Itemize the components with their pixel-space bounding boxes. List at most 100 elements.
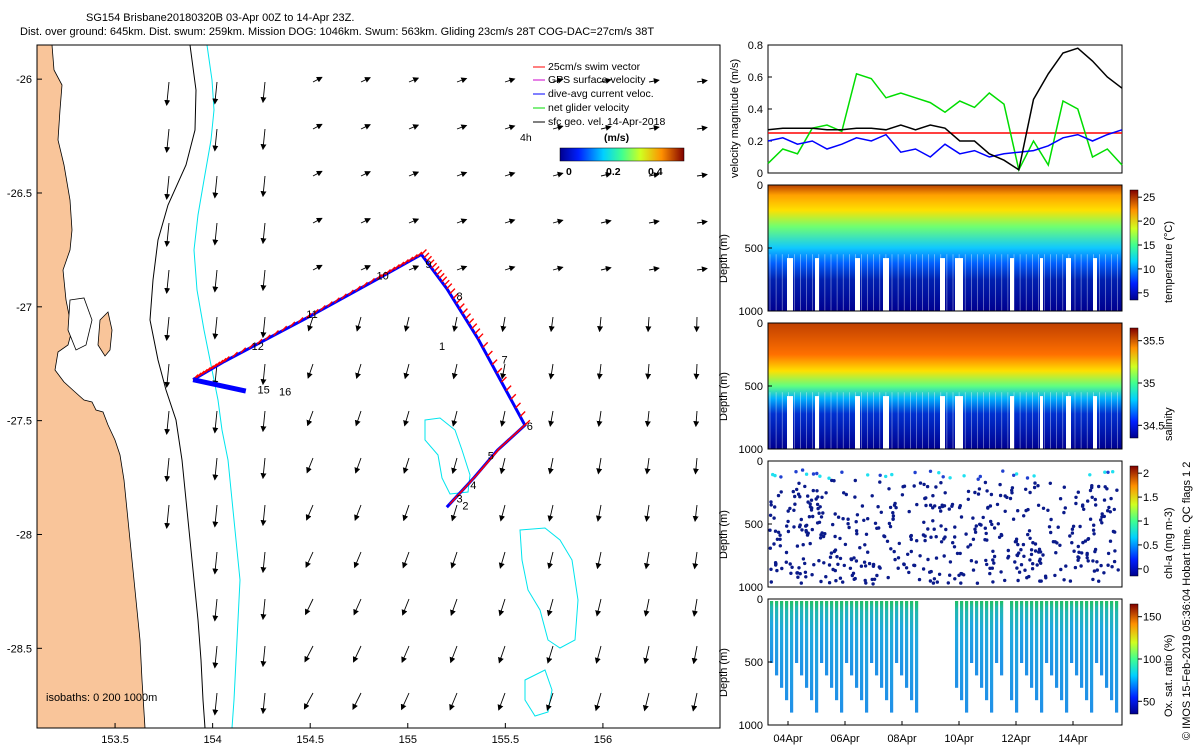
chla-point xyxy=(969,559,974,563)
swim-vector xyxy=(477,333,484,340)
chla-point xyxy=(1036,484,1040,488)
data-gap xyxy=(787,396,793,449)
chla-point xyxy=(1095,560,1099,564)
geo-velocity-arrow xyxy=(260,81,267,104)
velocity-panel: 0 0.2 0.4 0.6 0.8 velocity magnitude (m/s) xyxy=(729,40,1123,180)
geo-velocity-arrow xyxy=(353,551,362,569)
oxygen-profile xyxy=(885,601,889,701)
swim-vector xyxy=(217,359,224,366)
geo-velocity-arrow xyxy=(260,222,267,245)
geo-velocity-arrow xyxy=(696,219,708,226)
chla-point xyxy=(786,529,791,534)
chla-point xyxy=(988,571,992,576)
chla-point xyxy=(1078,524,1082,529)
chla-point xyxy=(870,494,874,498)
chla-point xyxy=(803,570,808,574)
swim-vector xyxy=(289,321,296,328)
geo-velocity-arrow xyxy=(303,692,314,710)
chla-point xyxy=(1068,579,1073,583)
chla-point xyxy=(838,576,843,580)
depth-tick-label: 500 xyxy=(745,657,763,669)
geo-velocity-arrow xyxy=(643,598,650,617)
chla-point xyxy=(776,493,781,498)
chla-point xyxy=(784,550,789,555)
day-label: 5 xyxy=(488,450,494,462)
chla-point xyxy=(1048,481,1053,485)
geo-velocity-arrow xyxy=(552,77,564,84)
chla-point xyxy=(1102,571,1106,575)
swim-vector xyxy=(305,312,312,319)
oxygen-profile xyxy=(795,601,799,663)
geo-velocity-arrow xyxy=(692,551,699,570)
geo-velocity-arrow xyxy=(312,217,323,224)
chla-point xyxy=(989,492,994,497)
chla-point xyxy=(1102,498,1107,502)
oxygen-profile xyxy=(980,601,984,688)
geo-velocity-arrow xyxy=(164,504,171,530)
chla-point xyxy=(1115,488,1119,492)
swim-vector xyxy=(500,376,507,383)
chla-point xyxy=(995,502,1000,507)
oxygen-profile xyxy=(900,601,904,676)
colorbar-tick-label: 50 xyxy=(1143,696,1155,708)
chla-point xyxy=(1070,541,1074,545)
chla-point xyxy=(867,561,872,566)
chla-point xyxy=(788,506,792,511)
geo-velocity-arrow xyxy=(360,124,371,130)
chla-point xyxy=(811,488,815,493)
chla-point xyxy=(942,554,946,558)
swim-vector xyxy=(461,308,468,315)
chla-point xyxy=(934,485,938,489)
oxygen-profile xyxy=(1035,601,1039,701)
chla-point xyxy=(928,469,933,473)
geo-velocity-arrow xyxy=(305,598,314,616)
time-tick-label: 14Apr xyxy=(1058,733,1088,745)
geo-velocity-arrow xyxy=(212,410,219,434)
depth-ylabel: Depth (m) xyxy=(718,648,730,697)
chla-point xyxy=(1100,521,1104,525)
chla-point xyxy=(946,581,950,585)
oxygen-profile xyxy=(1050,601,1054,676)
chla-point xyxy=(866,550,870,554)
chla-point xyxy=(921,533,926,537)
chla-point xyxy=(968,543,973,547)
chla-point xyxy=(1099,518,1103,522)
chla-point xyxy=(1029,552,1034,557)
chla-point xyxy=(909,537,913,542)
chla-point xyxy=(932,577,937,581)
swim-vector xyxy=(446,283,453,290)
chla-point xyxy=(940,504,945,509)
chla-point xyxy=(926,557,930,562)
swim-vector xyxy=(273,330,280,336)
depth-tick-label: 0 xyxy=(757,318,763,330)
chla-point xyxy=(1092,532,1096,536)
chla-point xyxy=(818,536,823,540)
chla-point xyxy=(784,560,788,564)
geo-velocity-arrow xyxy=(547,504,554,522)
chla-point xyxy=(842,563,846,568)
chla-point xyxy=(953,525,957,529)
chla-point xyxy=(833,568,837,573)
velocity-series-line xyxy=(767,72,1123,172)
chla-point xyxy=(818,474,822,478)
depth-ylabel: Depth (m) xyxy=(718,510,730,559)
chla-point xyxy=(1095,568,1100,572)
chla-point xyxy=(1032,474,1036,478)
chla-point xyxy=(827,476,831,480)
geo-velocity-arrow xyxy=(648,78,660,85)
chla-point xyxy=(1106,509,1110,513)
swim-vector xyxy=(214,361,221,368)
chla-point xyxy=(918,481,923,485)
swim-vector xyxy=(514,402,521,409)
geo-velocity-arrow xyxy=(504,124,516,131)
chla-point xyxy=(1107,505,1111,510)
swim-vector xyxy=(426,255,433,262)
map-legend: 25cm/s swim vector GPS surface velocity … xyxy=(520,61,685,178)
oxygen-profile xyxy=(1025,601,1029,676)
geo-velocity-arrow xyxy=(498,551,506,569)
chla-point xyxy=(885,539,890,543)
chla-point xyxy=(1074,501,1078,506)
seamount-3 xyxy=(524,669,553,717)
chla-point xyxy=(1033,549,1038,553)
chla-point xyxy=(864,532,869,536)
